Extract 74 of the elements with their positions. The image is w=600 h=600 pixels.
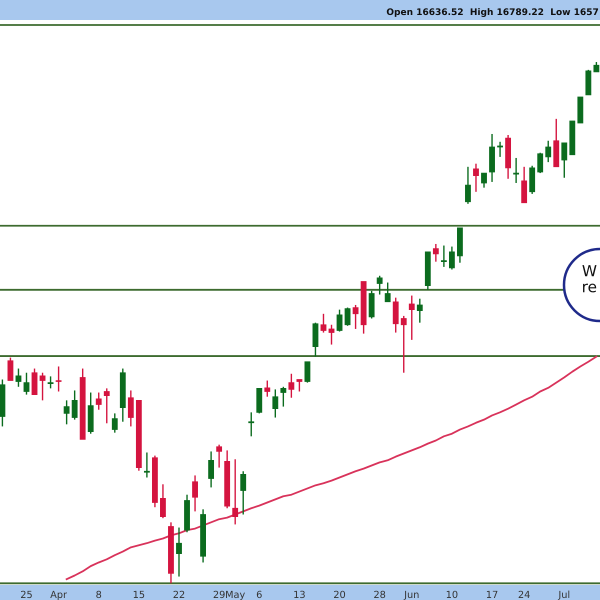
candlestick xyxy=(112,412,118,434)
x-tick-label: 22 xyxy=(174,590,184,598)
x-tick-label: 13 xyxy=(294,590,305,598)
candlestick xyxy=(288,373,294,398)
candlestick xyxy=(473,162,479,193)
x-tick-label: 17 xyxy=(486,590,498,598)
candlestick xyxy=(408,294,415,341)
candlestick xyxy=(96,392,102,410)
candlestick xyxy=(312,322,318,358)
candlestick xyxy=(448,246,455,270)
candlestick xyxy=(232,458,238,526)
candlestick xyxy=(481,172,487,188)
candlestick xyxy=(537,152,544,174)
candlestick xyxy=(216,444,222,468)
candlestick xyxy=(545,140,552,163)
candlestick xyxy=(432,243,439,262)
candlestick xyxy=(400,315,407,374)
candlestick xyxy=(104,388,110,424)
candlestick xyxy=(48,376,54,390)
candlestick xyxy=(336,308,342,332)
candlestick xyxy=(585,69,592,96)
candlestick xyxy=(64,400,70,426)
candlestick xyxy=(521,166,528,204)
x-tick-label: 10 xyxy=(446,590,458,598)
candlestick xyxy=(497,141,503,158)
candlestick xyxy=(192,474,198,512)
candlestick xyxy=(344,306,350,327)
x-tick-label: 6 xyxy=(256,590,262,598)
candlestick xyxy=(529,165,536,195)
x-tick-label: Jun xyxy=(404,590,419,600)
x-tick-label: 8 xyxy=(96,590,102,598)
x-tick-label: Jul xyxy=(558,590,570,600)
x-tick-label: 20 xyxy=(334,590,346,598)
x-tick-label: May xyxy=(226,590,245,600)
candlestick xyxy=(8,356,14,382)
x-tick-label: 15 xyxy=(134,590,144,598)
candlestick xyxy=(320,313,326,334)
candlestick xyxy=(416,298,423,324)
candlestick xyxy=(384,282,391,303)
x-tick-label: Apr xyxy=(50,590,68,600)
candlestick xyxy=(40,372,46,402)
candlestick xyxy=(32,368,38,396)
candlestick xyxy=(513,157,520,184)
candlestick xyxy=(72,390,78,420)
candlestick xyxy=(176,526,182,578)
candlestick xyxy=(24,372,30,396)
candlestick xyxy=(272,388,278,418)
candlestick xyxy=(304,361,310,384)
candlestick xyxy=(296,378,302,392)
x-tick-label: 24 xyxy=(518,590,530,598)
candlestick xyxy=(160,484,166,519)
candlestick xyxy=(328,324,334,346)
candlestick xyxy=(376,275,383,296)
candlestick xyxy=(128,390,134,428)
x-tick-label: 29 xyxy=(214,590,225,598)
candlestick xyxy=(440,244,447,268)
candlestick xyxy=(352,304,359,330)
candlestick xyxy=(256,388,262,414)
candlestick xyxy=(208,450,214,488)
x-tick-label: 25 xyxy=(21,590,32,598)
candlestick xyxy=(240,470,246,516)
text: Open 16636.52 High 16789.22 Low 1657 xyxy=(386,8,598,17)
candlestick xyxy=(465,166,471,205)
candlestick xyxy=(392,296,399,334)
candlestick xyxy=(280,386,286,408)
annotation: W re xyxy=(582,265,596,292)
candlestick xyxy=(16,368,22,388)
candlestick xyxy=(368,290,375,320)
candlestick xyxy=(561,142,568,178)
candlestick xyxy=(144,452,150,478)
x-tick-label: 28 xyxy=(374,590,386,598)
candlestick xyxy=(264,380,270,398)
candlestick xyxy=(56,366,62,392)
candlestick xyxy=(593,61,600,73)
